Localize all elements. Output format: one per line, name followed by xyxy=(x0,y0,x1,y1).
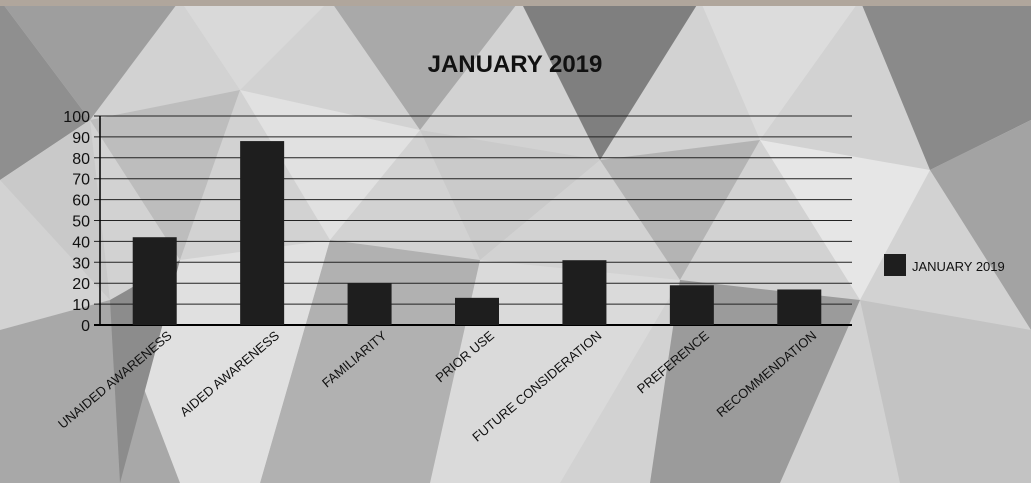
y-axis-ticks: 0 10 20 30 40 50 60 70 80 90 100 xyxy=(63,109,90,335)
legend-label: JANUARY 2019 xyxy=(912,259,1005,274)
chart-title: JANUARY 2019 xyxy=(428,51,603,78)
legend-swatch xyxy=(884,254,906,276)
y-tick-label: 50 xyxy=(72,214,90,231)
bar xyxy=(669,285,714,325)
y-tick-label: 20 xyxy=(72,276,90,293)
bars xyxy=(132,141,822,325)
y-tick-label: 90 xyxy=(72,130,90,147)
y-tick-label: 40 xyxy=(72,234,90,251)
gridlines xyxy=(94,115,852,326)
y-tick-label: 60 xyxy=(72,193,90,210)
x-tick-label: RECOMMENDATION xyxy=(713,328,819,420)
y-tick-label: 70 xyxy=(72,172,90,189)
bar xyxy=(777,289,822,325)
x-tick-label: PRIOR USE xyxy=(433,328,498,386)
y-tick-label: 100 xyxy=(63,109,90,126)
x-tick-label: UNAIDED AWARENESS xyxy=(55,328,175,432)
y-tick-label: 10 xyxy=(72,297,90,314)
bar xyxy=(240,141,285,325)
bar xyxy=(562,260,607,325)
y-tick-label: 80 xyxy=(72,151,90,168)
y-tick-label: 0 xyxy=(81,318,90,335)
x-tick-label: AIDED AWARENESS xyxy=(177,328,282,420)
bar xyxy=(132,237,177,325)
x-axis-labels: UNAIDED AWARENESS AIDED AWARENESS FAMILIAR… xyxy=(55,328,819,445)
legend: JANUARY 2019 xyxy=(884,254,1005,276)
x-tick-label: PREFERENCE xyxy=(634,328,712,397)
y-tick-label: 30 xyxy=(72,255,90,272)
bar xyxy=(347,283,392,325)
x-tick-label: FAMILIARITY xyxy=(319,328,390,391)
bar xyxy=(455,297,499,325)
